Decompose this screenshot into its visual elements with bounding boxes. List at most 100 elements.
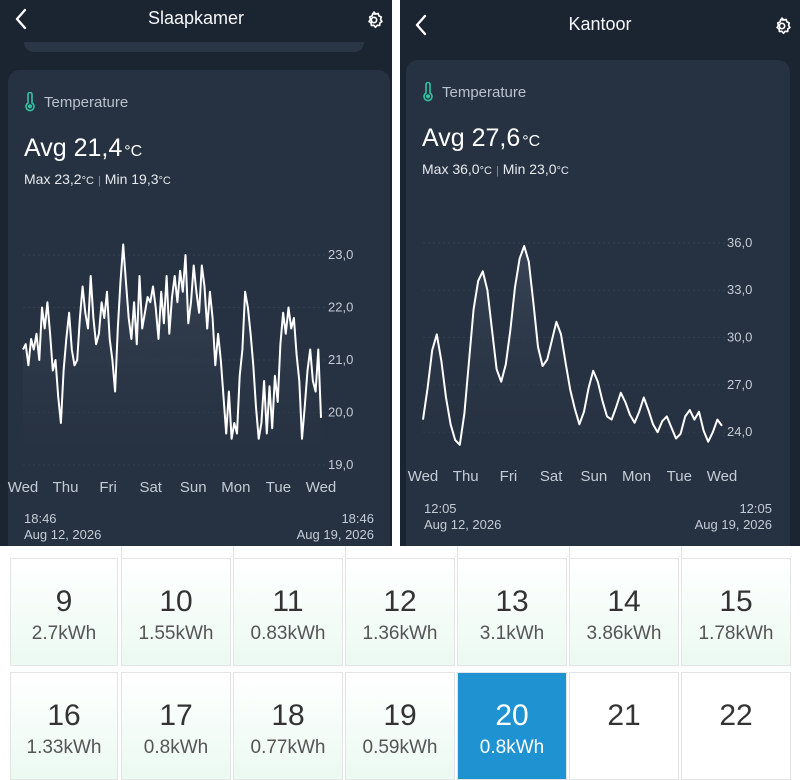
range-end-date: Aug 19, 2026 xyxy=(694,517,772,532)
max-unit: °C xyxy=(81,175,94,187)
min-label: Min xyxy=(104,171,128,187)
range-start-date: Aug 12, 2026 xyxy=(424,517,502,532)
max-label: Max xyxy=(422,161,449,177)
calendar-day-13[interactable]: 13 3.1kWh xyxy=(457,558,567,666)
temperature-chart[interactable]: 24,0 27,0 30,0 33,0 36,0 Wed Thu Fri Sat Sun Mon Tu… xyxy=(400,0,800,546)
grid-divider xyxy=(121,546,122,558)
min-value: 19,3 xyxy=(131,171,159,187)
x-tick-label: Mon xyxy=(622,468,651,485)
range-end-time: 18:46 xyxy=(341,511,374,526)
x-tick-label: Tue xyxy=(266,479,291,496)
y-tick-label: 22,0 xyxy=(328,300,353,315)
calendar-day-12[interactable]: 12 1.36kWh xyxy=(345,558,455,666)
grid-divider xyxy=(457,546,458,558)
calendar-day-11[interactable]: 11 0.83kWh xyxy=(233,558,343,666)
day-number: 13 xyxy=(495,585,529,618)
avg-unit: °C xyxy=(124,143,143,160)
y-tick-label: 23,0 xyxy=(328,247,353,262)
max-value: 23,2 xyxy=(54,171,82,187)
energy-value: 1.33kWh xyxy=(26,737,102,758)
settings-button[interactable] xyxy=(360,6,388,34)
range-end: 12:05 Aug 19, 2026 xyxy=(695,501,772,533)
x-tick-label: Mon xyxy=(221,479,250,496)
day-number: 10 xyxy=(159,585,193,618)
day-number: 17 xyxy=(159,699,193,732)
x-tick-label: Fri xyxy=(99,479,117,496)
card-header: Temperature xyxy=(24,92,128,112)
sensor-type-label: Temperature xyxy=(442,83,527,101)
calendar-day-10[interactable]: 10 1.55kWh xyxy=(121,558,231,666)
x-tick-label: Sun xyxy=(180,479,207,496)
calendar-day-15[interactable]: 15 1.78kWh xyxy=(681,558,791,666)
calendar-day-18[interactable]: 18 0.77kWh xyxy=(233,672,343,780)
avg-value: 21,4 xyxy=(73,134,123,162)
avg-unit: °C xyxy=(522,133,541,150)
calendar-day-19[interactable]: 19 0.59kWh xyxy=(345,672,455,780)
y-tick-label: 24,0 xyxy=(727,424,752,439)
max-value: 36,0 xyxy=(452,161,480,177)
avg-label: Avg xyxy=(422,124,465,152)
calendar-day-16[interactable]: 16 1.33kWh xyxy=(10,672,118,780)
calendar-day-14[interactable]: 14 3.86kWh xyxy=(569,558,679,666)
max-unit: °C xyxy=(479,165,492,177)
grid-divider xyxy=(233,546,234,558)
calendar-day-22[interactable]: 22 xyxy=(681,672,791,780)
series-area xyxy=(23,244,321,465)
average-reading: Avg 27,6 °C xyxy=(422,124,540,153)
temperature-chart[interactable]: 19,0 20,0 21,0 22,0 23,0 Wed Thu Fri Sat Sun Mon Tu… xyxy=(0,0,392,546)
day-number: 20 xyxy=(495,699,529,732)
range-end-time: 12:05 xyxy=(739,501,772,516)
day-number: 11 xyxy=(272,585,304,618)
range-start: 18:46 Aug 12, 2026 xyxy=(24,511,101,543)
back-button[interactable] xyxy=(6,4,36,34)
max-label: Max xyxy=(24,171,51,187)
day-number: 22 xyxy=(719,699,753,732)
x-tick-label: Wed xyxy=(408,468,439,485)
calendar-day-9[interactable]: 9 2.7kWh xyxy=(10,558,118,666)
thermometer-icon xyxy=(423,82,433,102)
day-number: 16 xyxy=(47,699,81,732)
grid-divider xyxy=(681,546,682,558)
range-end: 18:46 Aug 19, 2026 xyxy=(297,511,374,543)
day-number: 9 xyxy=(55,585,73,618)
day-number: 21 xyxy=(607,699,641,732)
calendar-day-21[interactable]: 21 xyxy=(569,672,679,780)
calendar-day-17[interactable]: 17 0.8kWh xyxy=(121,672,231,780)
day-number: 19 xyxy=(383,699,417,732)
day-number: 18 xyxy=(271,699,305,732)
back-button[interactable] xyxy=(406,10,436,40)
energy-value: 3.1kWh xyxy=(479,623,545,644)
x-tick-label: Sat xyxy=(139,479,162,496)
page-title: Kantoor xyxy=(568,14,632,34)
chevron-left-icon xyxy=(15,8,27,30)
x-tick-label: Tue xyxy=(667,468,692,485)
calendar-day-20[interactable]: 20 0.8kWh xyxy=(457,672,567,780)
x-tick-label: Fri xyxy=(500,468,518,485)
range-end-date: Aug 19, 2026 xyxy=(296,527,374,542)
y-tick-label: 27,0 xyxy=(727,377,752,392)
x-tick-label: Sat xyxy=(540,468,563,485)
min-unit: °C xyxy=(158,175,171,187)
y-tick-label: 30,0 xyxy=(727,330,752,345)
header: Slaapkamer xyxy=(0,0,392,48)
energy-value: 1.55kWh xyxy=(138,623,214,644)
energy-value: 2.7kWh xyxy=(31,623,97,644)
gear-icon xyxy=(776,17,791,35)
chevron-left-icon xyxy=(415,14,427,36)
x-tick-label: Thu xyxy=(453,468,479,485)
settings-button[interactable] xyxy=(768,12,796,40)
sensor-panel-slaapkamer: Slaapkamer Temperature Avg 21,4 °C Max 23… xyxy=(0,0,392,546)
divider: | xyxy=(495,165,499,177)
day-number: 14 xyxy=(607,585,641,618)
x-tick-label: Wed xyxy=(707,468,738,485)
energy-value: 3.86kWh xyxy=(586,623,662,644)
energy-value: 0.77kWh xyxy=(250,737,326,758)
max-min-reading: Max 36,0°C | Min 23,0°C xyxy=(422,161,569,177)
grid-divider xyxy=(569,546,570,558)
range-start-time: 12:05 xyxy=(424,501,457,516)
divider: | xyxy=(97,175,101,187)
range-start-time: 18:46 xyxy=(24,511,57,526)
range-start: 12:05 Aug 12, 2026 xyxy=(424,501,501,533)
x-tick-label: Wed xyxy=(306,479,337,496)
temperature-card: Temperature Avg 27,6 °C Max 36,0°C | Min 23… xyxy=(406,60,790,546)
